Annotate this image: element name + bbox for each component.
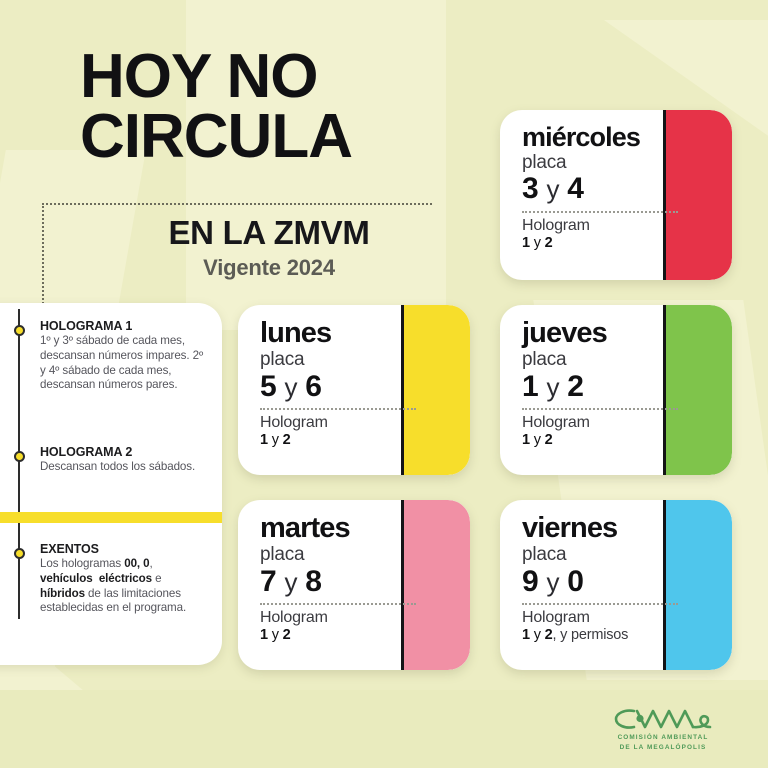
info-item-hologram2: HOLOGRAMA 2 Descansan todos los sábados. xyxy=(40,445,208,475)
placa-number-first: 9 xyxy=(522,564,539,598)
card-day-name: jueves xyxy=(522,317,608,349)
card-color-band xyxy=(666,110,732,280)
card-hologram-value: 1 y 2, y permisos xyxy=(522,627,629,644)
info-panel: HOLOGRAMA 1 1º y 3º sábado de cada mes, … xyxy=(0,303,222,665)
card-placa-label: placa xyxy=(522,543,567,565)
card-hologram-value: 1 y 2 xyxy=(260,627,291,644)
card-color-band xyxy=(666,500,732,670)
title-line-1: HOY NO xyxy=(80,42,318,111)
placa-separator: y xyxy=(546,566,560,597)
card-placa-numbers: 1 y 2 xyxy=(522,370,702,404)
card-day-name: miércoles xyxy=(522,122,641,152)
info-heading: HOLOGRAMA 1 xyxy=(40,319,133,333)
card-placa-label: placa xyxy=(522,348,567,370)
day-card-lunes[interactable]: lunes placa 5 y 6 Hologram 1 y 2 xyxy=(238,305,470,475)
timeline-bullet-exentos xyxy=(14,548,25,559)
placa-number-second: 6 xyxy=(305,369,322,403)
card-hologram-value: 1 y 2 xyxy=(522,234,553,251)
placa-separator: y xyxy=(284,566,298,597)
day-card-martes[interactable]: martes placa 7 y 8 Hologram 1 y 2 xyxy=(238,500,470,670)
day-card-jueves[interactable]: jueves placa 1 y 2 Hologram 1 y 2 xyxy=(500,305,732,475)
card-rule xyxy=(401,305,404,475)
placa-number-first: 3 xyxy=(522,172,539,206)
placa-separator: y xyxy=(284,371,298,402)
subtitle-block: EN LA ZMVM Vigente 2024 xyxy=(104,214,434,281)
card-day-name: viernes xyxy=(522,512,618,544)
placa-number-second: 4 xyxy=(567,172,584,206)
card-placa-numbers: 7 y 8 xyxy=(260,565,440,599)
placa-separator: y xyxy=(546,174,560,205)
card-rule xyxy=(663,500,666,670)
timeline-rule xyxy=(18,309,20,619)
title-dotted-rule-horizontal xyxy=(42,203,432,205)
card-placa-label: placa xyxy=(260,543,305,565)
logo-caption-line-1: COMISIÓN AMBIENTAL xyxy=(617,734,709,741)
page-title: HOY NO CIRCULA xyxy=(80,42,500,171)
day-card-viernes[interactable]: viernes placa 9 y 0 Hologram 1 y 2, y pe… xyxy=(500,500,732,670)
card-hologram-label: Hologram xyxy=(522,217,590,235)
placa-separator: y xyxy=(546,371,560,402)
card-rule xyxy=(663,110,666,280)
timeline-bullet-hologram1 xyxy=(14,325,25,336)
logo-caption-line-2: DE LA MEGALÓPOLIS xyxy=(619,744,707,752)
section-divider-bar xyxy=(0,512,222,523)
card-placa-numbers: 3 y 4 xyxy=(522,172,702,206)
card-rule xyxy=(401,500,404,670)
card-dotted-divider xyxy=(522,211,678,214)
card-hologram-label: Hologram xyxy=(260,414,328,432)
card-dotted-divider xyxy=(522,408,678,411)
info-body: Descansan todos los sábados. xyxy=(40,460,196,473)
card-day-name: martes xyxy=(260,512,351,544)
title-dotted-rule-vertical xyxy=(42,203,44,331)
card-placa-label: placa xyxy=(522,151,567,173)
card-hologram-label: Hologram xyxy=(522,414,590,432)
timeline-bullet-hologram2 xyxy=(14,451,25,462)
card-placa-label: placa xyxy=(260,348,305,370)
card-rule xyxy=(663,305,666,475)
card-color-band xyxy=(404,500,470,670)
day-card-miercoles[interactable]: miércoles placa 3 y 4 Hologram 1 y 2 xyxy=(500,110,732,280)
card-day-name: lunes xyxy=(260,317,332,349)
placa-number-second: 8 xyxy=(305,564,322,598)
card-hologram-value: 1 y 2 xyxy=(260,432,291,449)
subtitle-validity: Vigente 2024 xyxy=(203,255,335,281)
info-heading: HOLOGRAMA 2 xyxy=(40,445,133,459)
card-color-band xyxy=(404,305,470,475)
card-dotted-divider xyxy=(260,603,416,606)
info-body: 1º y 3º sábado de cada mes, descansan nú… xyxy=(40,334,204,392)
info-item-hologram1: HOLOGRAMA 1 1º y 3º sábado de cada mes, … xyxy=(40,319,208,393)
card-placa-numbers: 5 y 6 xyxy=(260,370,440,404)
card-hologram-label: Hologram xyxy=(522,609,590,627)
title-line-2: CIRCULA xyxy=(80,101,353,171)
placa-number-second: 2 xyxy=(567,369,584,403)
info-item-exentos: EXENTOS Los hologramas 00, 0, vehículos … xyxy=(40,542,208,616)
subtitle-zmvm: EN LA ZMVM xyxy=(168,214,370,251)
footer-logo: COMISIÓN AMBIENTAL DE LA MEGALÓPOLIS xyxy=(588,706,738,753)
card-hologram-value: 1 y 2 xyxy=(522,432,553,449)
placa-number-first: 7 xyxy=(260,564,277,598)
card-dotted-divider xyxy=(522,603,678,606)
info-body: Los hologramas 00, 0, vehículos eléctric… xyxy=(40,557,187,615)
card-placa-numbers: 9 y 0 xyxy=(522,565,702,599)
placa-number-first: 5 xyxy=(260,369,277,403)
placa-number-second: 0 xyxy=(567,564,584,598)
card-color-band xyxy=(666,305,732,475)
info-heading: EXENTOS xyxy=(40,542,99,556)
card-dotted-divider xyxy=(260,408,416,411)
came-logo-icon xyxy=(614,709,712,729)
placa-number-first: 1 xyxy=(522,369,539,403)
card-hologram-label: Hologram xyxy=(260,609,328,627)
